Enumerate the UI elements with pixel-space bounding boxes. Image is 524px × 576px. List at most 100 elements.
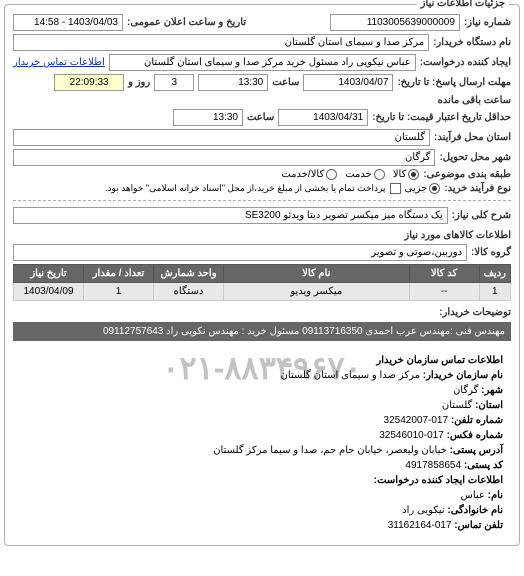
contact-phone-label: تلفن تماس: [454,520,503,531]
postal-code-label: کد پستی: [464,460,503,471]
announce-datetime-label: تاریخ و ساعت اعلان عمومی: [127,17,246,28]
announce-datetime-field: 1403/04/03 - 14:58 [13,14,123,31]
days-value-field: 3 [154,74,194,91]
radio-service-label: خدمت [345,169,372,180]
org-label: نام سازمان خریدار: [423,370,503,381]
city-value: گرگان [453,385,478,396]
deadline-date-field: 1403/04/07 [303,74,393,91]
buyer-device-field: مرکز صدا و سیمای استان گلستان [13,34,429,51]
city-label: شهر: [481,385,503,396]
table-row: 1 -- میکسر ویدیو دستگاه 1 1403/04/09 [14,283,511,301]
min-validity-time-label: ساعت [247,112,274,123]
process-state-label: استان محل فرآیند: [434,132,511,143]
td-unit: دستگاه [154,283,224,301]
radio-item-goods[interactable]: کالا [393,169,420,180]
td-row: 1 [479,283,510,301]
radio-goods-icon [408,169,419,180]
row-delivery-city: شهر محل تحویل: گرگان [13,149,511,166]
row-category: طبقه بندی موضوعی: کالا خدمت کالا/خدمت [13,169,511,180]
row-process-state: استان محل فرآیند: گلستان [13,129,511,146]
radio-item-service[interactable]: خدمت [345,169,385,180]
th-unit: واحد شمارش [154,265,224,283]
buyer-contact-link[interactable]: اطلاعات تماس خریدار [13,57,105,68]
buyer-desc-bar: مهندس فنی :مهندس عرب احمدی 09113716350 م… [13,322,511,341]
delivery-city-field: گرگان [13,149,435,166]
purchase-note: پرداخت تمام یا بخشی از مبلغ خرید،از محل … [105,183,385,194]
td-name: میکسر ویدیو [224,283,410,301]
fax-value: 017-32546010 [379,430,444,441]
contact-section: ۰۲۱-۸۸۳۴۹۶۷۰ اطلاعات تماس سازمان خریدار … [13,349,511,537]
request-creator-label: ایجاد کننده درخواست: [420,57,511,69]
request-creator-field: عباس نیکویی راد مسئول خرید مرکز صدا و سی… [109,54,416,71]
radio-goods-service-label: کالا/خدمت [281,169,324,180]
row-need-number: شماره نیاز: 1103005639000009 تاریخ و ساع… [13,14,511,31]
deadline-label: مهلت ارسال پاسخ: تا تاریخ: [397,77,511,89]
remaining-label: ساعت باقی مانده [438,95,511,106]
row-deadline: مهلت ارسال پاسخ: تا تاریخ: 1403/04/07 سا… [13,74,511,106]
family-value: نیکویی راد [402,505,444,516]
details-panel: جزئیات اطلاعات نیاز شماره نیاز: 11030056… [4,4,520,546]
min-validity-date-field: 1403/04/31 [278,109,368,126]
row-buyer-device: نام دستگاه خریدار: مرکز صدا و سیمای استا… [13,34,511,51]
goods-group-field: دوربین،صوتی و تصویر [13,244,467,261]
th-name: نام کالا [224,265,410,283]
row-need-title: شرح کلی نیاز: یک دستگاه میز میکسر تصویر … [13,207,511,224]
phone-value: 017-32542007 [384,415,449,426]
deadline-time-field: 13:30 [198,74,268,91]
name-value: عباس [461,490,485,501]
state-value: گلستان [442,400,472,411]
treasury-checkbox[interactable] [390,183,401,194]
remaining-time-field: 22:09:33 [54,74,124,91]
radio-goods-service-icon [326,169,337,180]
process-state-field: گلستان [13,129,430,146]
need-number-label: شماره نیاز: [464,17,511,28]
days-label: روز و [128,77,150,88]
buyer-device-label: نام دستگاه خریدار: [433,37,511,48]
radio-item-partial[interactable]: جزیی [405,183,441,194]
th-code: کد کالا [409,265,479,283]
req-creator-section: اطلاعات ایجاد کننده درخواست: [21,473,503,488]
row-request-creator: ایجاد کننده درخواست: عباس نیکویی راد مسئ… [13,54,511,71]
postal-code-value: 4917858654 [405,460,461,471]
panel-title: جزئیات اطلاعات نیاز [417,0,509,9]
row-purchase-type: نوع فرآیند خرید: جزیی پرداخت تمام یا بخش… [13,183,511,194]
deadline-time-label: ساعت [272,77,299,88]
goods-group-label: گروه کالا: [471,247,511,258]
name-label: نام: [488,490,503,501]
category-label: طبقه بندی موضوعی: [423,169,511,180]
row-goods-group: گروه کالا: دوربین،صوتی و تصویر [13,244,511,261]
radio-goods-label: کالا [393,169,407,180]
goods-info-label: اطلاعات کالاهای مورد نیاز [13,230,511,241]
row-min-validity: حداقل تاریخ اعتبار قیمت: تا تاریخ: 1403/… [13,109,511,126]
table-header-row: ردیف کد کالا نام کالا واحد شمارش تعداد /… [14,265,511,283]
delivery-city-label: شهر محل تحویل: [439,152,511,163]
radio-service-icon [374,169,385,180]
purchase-type-label: نوع فرآیند خرید: [444,183,511,194]
th-date: تاریخ نیاز [14,265,84,283]
contact-section-label: اطلاعات تماس سازمان خریدار [21,353,503,368]
th-row: ردیف [479,265,510,283]
min-validity-time-field: 13:30 [173,109,243,126]
need-title-label: شرح کلی نیاز: [452,210,511,221]
need-title-field: یک دستگاه میز میکسر تصویر دیتا ویدئو SE3… [13,207,448,224]
td-date: 1403/04/09 [14,283,84,301]
td-qty: 1 [84,283,154,301]
family-label: نام خانوادگی: [447,505,503,516]
contact-info: اطلاعات تماس سازمان خریدار نام سازمان خر… [21,353,503,533]
th-qty: تعداد / مقدار [84,265,154,283]
radio-item-goods-service[interactable]: کالا/خدمت [281,169,337,180]
fax-label: شماره فکس: [447,430,503,441]
radio-partial-icon [429,183,440,194]
postal-addr-value: خیابان ولیعصر، خیابان جام جم، صدا و سیما… [213,445,447,456]
state-label: استان: [475,400,503,411]
postal-addr-label: آدرس پستی: [450,445,503,456]
phone-label: شماره تلفن: [451,415,503,426]
category-radio-group: کالا خدمت کالا/خدمت [281,169,419,180]
contact-phone-value: 017-31162164 [388,520,452,531]
goods-table: ردیف کد کالا نام کالا واحد شمارش تعداد /… [13,264,511,301]
min-validity-label: حداقل تاریخ اعتبار قیمت: تا تاریخ: [372,112,511,124]
org-value: مرکز صدا و سیمای استان گلستان [281,370,420,381]
buyer-desc-label: توضیحات خریدار: [13,307,511,318]
td-code: -- [409,283,479,301]
radio-partial-label: جزیی [405,183,428,194]
